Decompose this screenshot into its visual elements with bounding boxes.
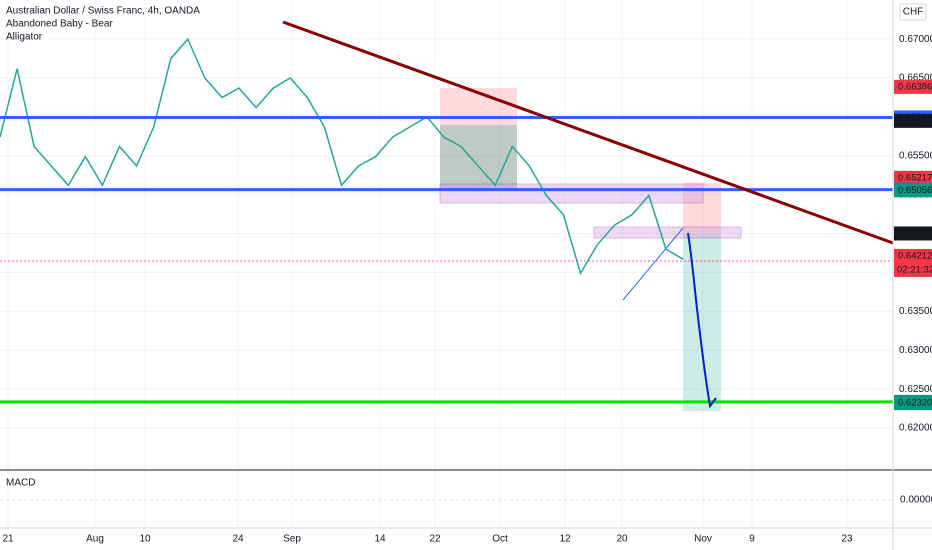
price-label: 0.65217: [898, 172, 932, 183]
risk-zone: [440, 88, 517, 190]
price-label: 0.65949: [898, 115, 932, 126]
price-label-box: [894, 170, 932, 185]
x-tick-label: Oct: [492, 534, 508, 545]
x-tick-label: Nov: [694, 534, 712, 545]
x-tick-label: 24: [232, 534, 244, 545]
countdown: 02:21:32: [897, 264, 932, 275]
risk-zone: [683, 183, 721, 233]
y-tick-label: 0.65500: [899, 150, 932, 161]
x-tick-label: 22: [429, 534, 441, 545]
price-label: 0.66386: [898, 81, 932, 92]
price-label: 0.62320: [898, 398, 932, 409]
price-label-box: [894, 113, 932, 128]
price-label: 0.65056: [898, 185, 932, 196]
supply-zone: [439, 183, 704, 204]
x-tick-label: Sep: [283, 534, 301, 545]
price-label: 0.64501: [898, 228, 932, 239]
price-label-box: [894, 79, 932, 94]
price-label-box: [894, 183, 932, 198]
x-tick-label: 10: [139, 534, 151, 545]
indicator-label: Abandoned Baby - Bear: [6, 19, 113, 30]
x-tick-label: 9: [749, 534, 755, 545]
supply-zone: [593, 226, 742, 239]
symbol-title: Australian Dollar / Swiss Franc, 4h, OAN…: [6, 6, 200, 17]
wedge-line: [622, 227, 684, 301]
y-tick-label: 0.66500: [899, 73, 932, 84]
price-label-box: [894, 248, 932, 263]
x-tick-label: 14: [374, 534, 386, 545]
x-tick-label: 12: [559, 534, 571, 545]
macd-title: MACD: [6, 478, 35, 489]
y-tick-label: 0.62500: [899, 384, 932, 395]
price-label-box: [894, 396, 932, 411]
trendline: [282, 20, 894, 245]
x-tick-label: 23: [841, 534, 853, 545]
countdown-box: [894, 262, 932, 277]
y-tick-label: 0.62000: [899, 423, 932, 434]
grid: [0, 0, 893, 528]
reward-zone: [440, 125, 517, 190]
reward-zone: [683, 233, 721, 411]
currency-box[interactable]: [899, 3, 927, 21]
price-label: 0.64212: [898, 250, 932, 261]
x-tick-label: 21: [2, 534, 14, 545]
y-tick-label: 0.63500: [899, 306, 932, 317]
price-line: [0, 37, 684, 276]
y-tick-label: 0.63000: [899, 345, 932, 356]
indicator-label: Alligator: [6, 32, 43, 43]
price-label-box: [894, 226, 932, 241]
currency: CHF: [903, 7, 924, 18]
x-tick-label: 20: [616, 534, 628, 545]
projection-arrow: [687, 232, 717, 409]
x-tick-label: Aug: [86, 534, 104, 545]
y-tick-label: 0.67000: [899, 34, 932, 45]
